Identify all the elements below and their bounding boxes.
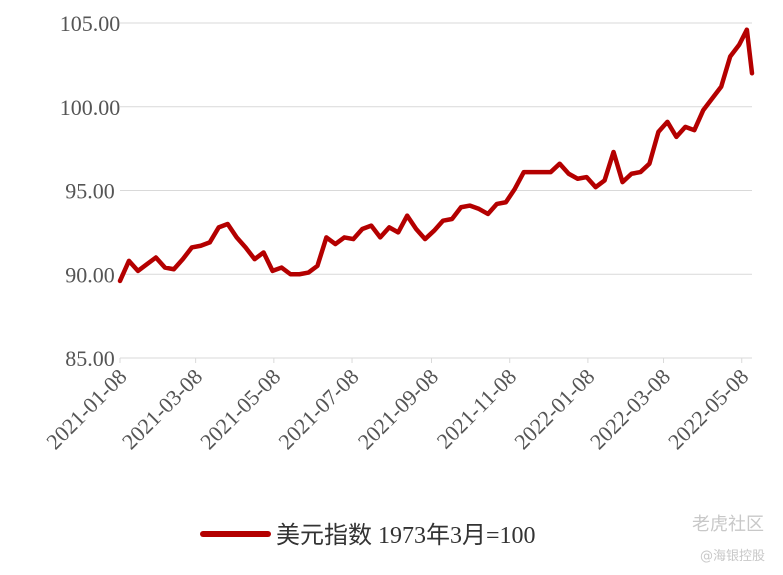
x-tick-label: 2021-03-08 [117, 364, 207, 454]
x-tick-label: 2022-05-08 [663, 364, 753, 454]
x-tick-label: 2021-01-08 [41, 364, 131, 454]
y-tick-label: 95.00 [65, 179, 115, 204]
x-tick-label: 2022-03-08 [585, 364, 675, 454]
watermark: @海银控股 [700, 549, 765, 564]
x-tick-label: 2021-07-08 [273, 364, 363, 454]
y-tick-label: 105.00 [60, 11, 121, 36]
line-series [117, 27, 755, 284]
watermark: 老虎社区 [692, 514, 764, 535]
legend-label: 美元指数 1973年3月=100 [276, 522, 536, 549]
y-tick-label: 100.00 [60, 95, 121, 120]
y-tick-label: 85.00 [65, 346, 115, 371]
x-tick-label: 2021-09-08 [353, 364, 443, 454]
y-tick-label: 90.00 [65, 262, 115, 287]
x-tick-label: 2022-01-08 [509, 364, 599, 454]
x-tick-label: 2021-11-08 [432, 364, 522, 454]
x-tick-label: 2021-05-08 [195, 364, 285, 454]
